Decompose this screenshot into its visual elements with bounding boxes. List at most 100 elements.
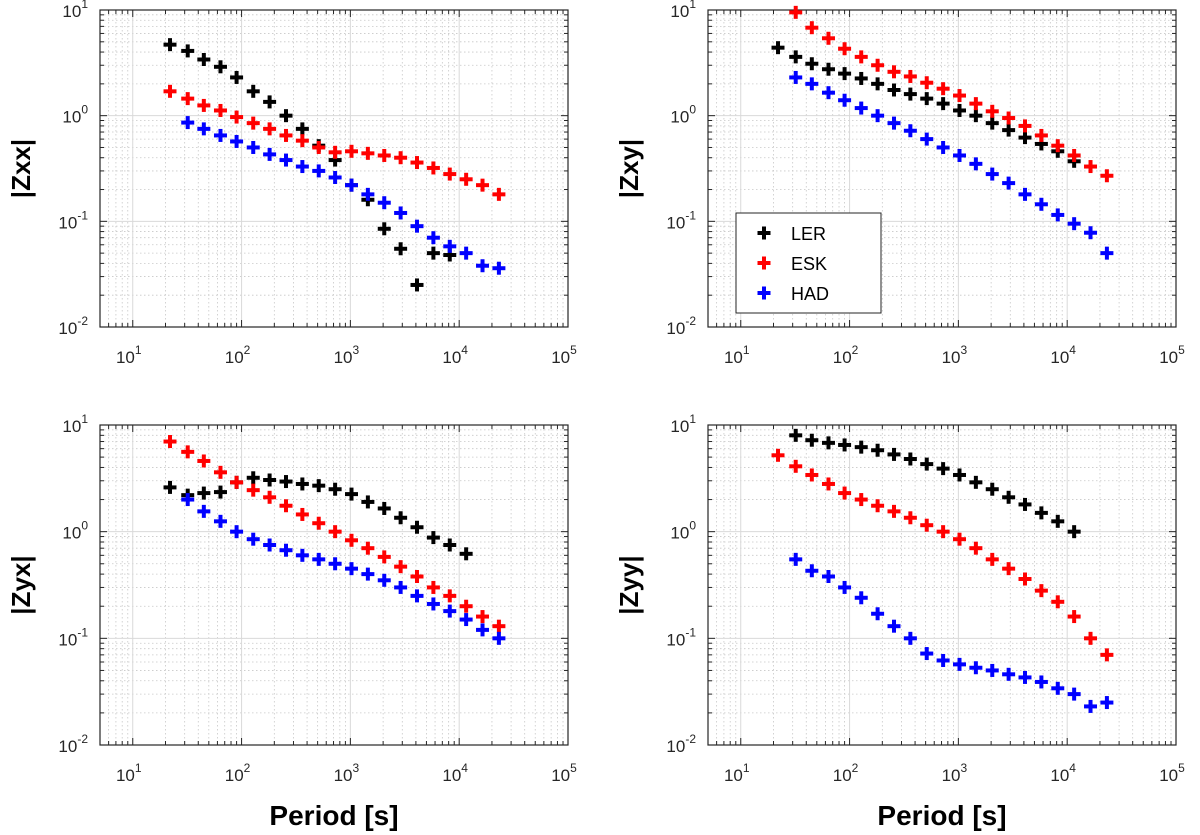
y-tick-base: 10 [670, 417, 689, 436]
legend-marker-ler [757, 226, 771, 240]
x-tick-exponent: 1 [743, 761, 750, 775]
legend-label-esk: ESK [791, 254, 827, 274]
data-point-esk [789, 459, 803, 473]
data-point-esk [969, 97, 983, 111]
data-point-esk [920, 76, 934, 90]
y-tick-exponent: -2 [77, 314, 88, 328]
x-tick-base: 10 [833, 766, 852, 785]
plot-area [100, 10, 568, 327]
plot-area [100, 425, 568, 745]
data-point-had [492, 631, 506, 645]
series-esk [771, 448, 1114, 662]
data-point-esk [903, 511, 917, 525]
data-point-esk [394, 560, 408, 574]
x-tick-exponent: 5 [1178, 343, 1185, 357]
y-tick-exponent: 1 [689, 0, 696, 11]
data-point-had [1100, 246, 1114, 260]
y-tick-exponent: 1 [81, 0, 88, 11]
data-point-had [181, 493, 195, 507]
x-tick-label: 104 [442, 761, 468, 785]
y-tick-label: 10-2 [58, 732, 88, 756]
data-point-esk [459, 599, 473, 613]
data-point-ler [344, 487, 358, 501]
data-point-had [328, 170, 342, 184]
x-tick-exponent: 2 [852, 761, 859, 775]
data-point-ler [789, 428, 803, 442]
x-tick-label: 101 [116, 761, 142, 785]
data-point-had [492, 261, 506, 275]
data-point-ler [328, 482, 342, 496]
data-point-ler [936, 97, 950, 111]
data-point-esk [410, 569, 424, 583]
data-point-had [459, 246, 473, 260]
panel-zyx: 101 102 103 104 10510-210-1100101|Zyx|Period… [6, 412, 577, 831]
data-point-had [246, 532, 260, 546]
y-tick-exponent: 1 [689, 412, 696, 426]
x-tick-exponent: 2 [244, 761, 251, 775]
data-point-ler [163, 38, 177, 52]
data-point-had [230, 525, 244, 539]
data-point-ler [887, 447, 901, 461]
data-point-ler [181, 44, 195, 58]
data-point-esk [295, 134, 309, 148]
data-point-ler [952, 103, 966, 117]
data-point-had [936, 140, 950, 154]
data-point-ler [854, 71, 868, 85]
data-point-esk [838, 486, 852, 500]
data-point-had [344, 562, 358, 576]
data-point-had [887, 116, 901, 130]
y-tick-exponent: -1 [685, 625, 696, 639]
series-had [181, 116, 506, 275]
data-point-had [1084, 226, 1098, 240]
data-point-esk [1002, 562, 1016, 576]
x-tick-exponent: 1 [135, 343, 142, 357]
data-point-had [1002, 667, 1016, 681]
data-point-esk [328, 145, 342, 159]
x-tick-exponent: 4 [461, 761, 468, 775]
x-tick-base: 10 [1159, 766, 1178, 785]
y-tick-base: 10 [666, 737, 685, 756]
data-point-had [344, 178, 358, 192]
data-point-ler [805, 57, 819, 71]
x-tick-label: 101 [116, 343, 142, 367]
x-tick-label: 105 [551, 343, 577, 367]
data-point-ler [361, 495, 375, 509]
data-point-ler [969, 475, 983, 489]
plot-area [708, 425, 1176, 745]
data-point-esk [1084, 631, 1098, 645]
y-tick-exponent: 0 [81, 519, 88, 533]
data-point-ler [279, 109, 293, 123]
data-point-had [394, 580, 408, 594]
data-point-esk [887, 65, 901, 79]
data-point-ler [903, 452, 917, 466]
y-tick-base: 10 [58, 737, 77, 756]
data-point-ler [163, 480, 177, 494]
data-point-esk [476, 178, 490, 192]
data-point-esk [263, 490, 277, 504]
data-point-had [1084, 699, 1098, 713]
data-point-esk [459, 172, 473, 186]
data-point-ler [197, 486, 211, 500]
data-point-esk [328, 525, 342, 539]
y-tick-label: 10-1 [666, 208, 696, 232]
data-point-esk [985, 104, 999, 118]
legend-label-had: HAD [791, 284, 829, 304]
data-point-had [459, 613, 473, 627]
x-tick-exponent: 1 [135, 761, 142, 775]
data-point-esk [1051, 139, 1065, 153]
data-point-had [1051, 681, 1065, 695]
data-point-ler [903, 87, 917, 101]
legend-label-ler: LER [791, 224, 826, 244]
y-tick-base: 10 [666, 319, 685, 338]
x-tick-label: 104 [1050, 761, 1076, 785]
data-point-esk [969, 541, 983, 555]
x-tick-label: 102 [833, 761, 859, 785]
data-point-esk [295, 507, 309, 521]
x-tick-label: 104 [442, 343, 468, 367]
data-point-had [312, 164, 326, 178]
data-point-had [230, 134, 244, 148]
y-tick-exponent: -2 [685, 732, 696, 746]
data-point-had [1034, 197, 1048, 211]
data-point-had [426, 597, 440, 611]
y-axis-label: |Zxx| [6, 139, 36, 198]
